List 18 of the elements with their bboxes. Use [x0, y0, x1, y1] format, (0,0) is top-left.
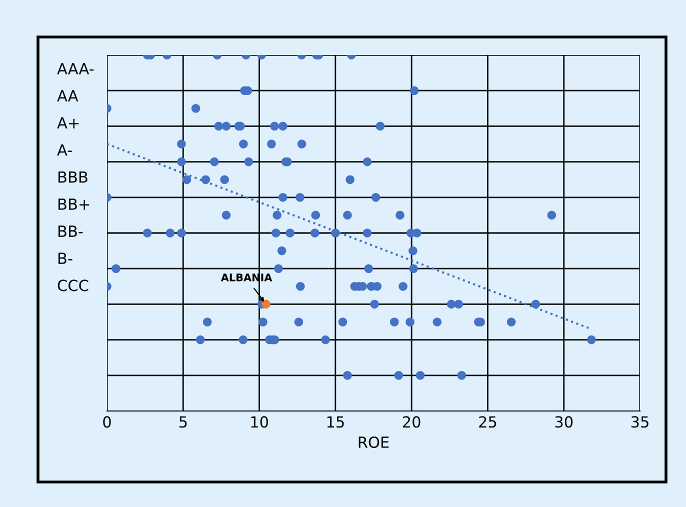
text: A+	[57, 117, 79, 128]
text: AA	[57, 90, 78, 102]
x-tick-label: 30	[555, 416, 573, 428]
x-tick-label: 35	[631, 416, 648, 428]
text: CCC	[58, 280, 88, 292]
x-tick-label: 10	[251, 416, 268, 428]
x-tick-label: 0	[103, 416, 111, 428]
text: BB-	[58, 226, 83, 237]
text: B-	[58, 252, 72, 264]
x-tick-label: 15	[327, 416, 344, 428]
text: BBB	[58, 171, 88, 183]
x-tick-label: 25	[479, 416, 496, 428]
text: BB+	[58, 198, 90, 210]
x-axis-title: ROE	[358, 436, 389, 448]
text: AAA-	[57, 63, 94, 74]
x-tick-label: 20	[402, 416, 420, 428]
text: A-	[57, 144, 72, 156]
x-tick-label: 5	[179, 416, 187, 428]
